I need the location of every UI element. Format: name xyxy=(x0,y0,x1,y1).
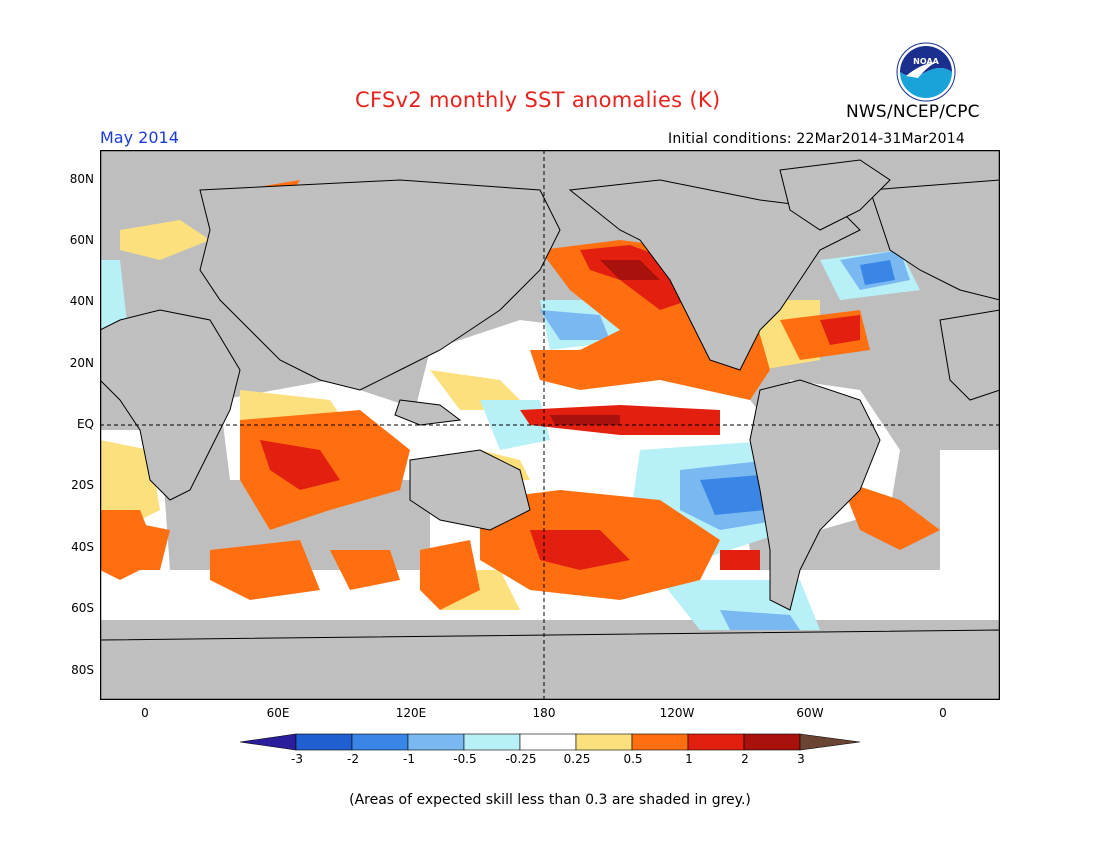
africa-east xyxy=(939,309,1000,401)
skill-footnote: (Areas of expected skill less than 0.3 a… xyxy=(349,792,751,808)
map-border xyxy=(100,150,1000,700)
lat-label: 80S xyxy=(71,663,94,677)
lat-label: 60S xyxy=(71,601,94,615)
lon-label: 0 xyxy=(141,706,149,720)
colorbar-label: -0.5 xyxy=(453,752,477,766)
noaa-logo: NOAA xyxy=(896,42,956,102)
logo-text: NOAA xyxy=(913,57,939,66)
sst-anomaly-map xyxy=(100,150,1000,700)
forecast-month: May 2014 xyxy=(100,128,179,147)
initial-conditions: Initial conditions: 22Mar2014-31Mar2014 xyxy=(668,131,965,147)
colorbar-label: -3 xyxy=(291,752,303,766)
colorbar-arrow-high xyxy=(799,733,861,751)
lat-label: 60N xyxy=(69,233,94,247)
lat-label: 40S xyxy=(71,540,94,554)
colorbar-swatch xyxy=(631,733,689,751)
colorbar-swatch xyxy=(743,733,801,751)
lat-label: 80N xyxy=(69,172,94,186)
lat-label: EQ xyxy=(76,417,94,431)
greenland xyxy=(779,159,891,231)
colorbar-swatch xyxy=(519,733,577,751)
lat-label: 40N xyxy=(69,294,94,308)
chart-title: CFSv2 monthly SST anomalies (K) xyxy=(355,88,721,112)
indonesia xyxy=(394,399,462,426)
lon-label: 120E xyxy=(395,706,427,720)
lon-label: 0 xyxy=(939,706,947,720)
lat-label: 20S xyxy=(71,478,94,492)
colorbar-swatch xyxy=(351,733,409,751)
colorbar-swatch xyxy=(575,733,633,751)
colorbar xyxy=(239,733,861,751)
colorbar-label: -2 xyxy=(347,752,359,766)
antarctica xyxy=(100,629,1000,700)
anomaly-2 xyxy=(550,260,660,425)
colorbar-label: 2 xyxy=(741,752,749,766)
lat-label: 20N xyxy=(69,356,94,370)
colorbar-swatch xyxy=(687,733,745,751)
colorbar-label: 0.25 xyxy=(563,752,591,766)
colorbar-label: 1 xyxy=(685,752,693,766)
colorbar-swatch xyxy=(295,733,353,751)
anomaly-neg-1 xyxy=(700,260,895,515)
colorbar-label: -1 xyxy=(403,752,415,766)
lon-label: 120W xyxy=(659,706,695,720)
anomaly-0-5 xyxy=(100,180,940,610)
agency-label: NWS/NCEP/CPC xyxy=(846,102,980,122)
colorbar-arrow-low xyxy=(239,733,297,751)
south-america xyxy=(749,379,881,611)
europe-east xyxy=(869,179,1000,301)
lon-label: 60W xyxy=(796,706,824,720)
colorbar-swatch xyxy=(463,733,521,751)
eurasia xyxy=(199,179,561,391)
australia xyxy=(409,449,531,531)
colorbar-label: -0.25 xyxy=(505,752,537,766)
land-masses xyxy=(100,159,1000,700)
colorbar-label: 0.5 xyxy=(623,752,643,766)
colorbar-swatch xyxy=(407,733,465,751)
africa-west xyxy=(100,309,241,501)
colorbar-label: 3 xyxy=(797,752,805,766)
lon-label: 180 xyxy=(532,706,556,720)
lon-label: 60E xyxy=(266,706,290,720)
